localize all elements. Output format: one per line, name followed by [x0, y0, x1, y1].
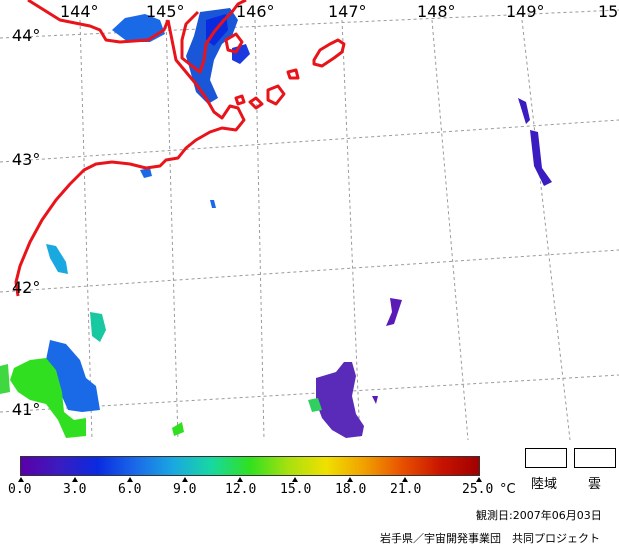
coastline-etorofu: [312, 38, 346, 68]
colorbar-tick-mark: [292, 477, 298, 482]
meridian-148: [431, 19, 469, 440]
coastline-kunashir: [224, 32, 244, 54]
sst-patches: [0, 8, 552, 438]
colorbar-tick-mark: [127, 477, 133, 482]
colorbar-tick-mark: [347, 477, 353, 482]
sst-patch-west-edge: [0, 364, 10, 394]
coastline-hokkaido-east: [14, 19, 246, 297]
meridian-145: [165, 19, 179, 440]
colorbar-tick-mark: [18, 477, 24, 482]
colorbar-tick-label: 18.0: [335, 482, 367, 497]
land-legend-swatch: [525, 448, 567, 468]
longitude-label-144: 144°: [60, 2, 99, 21]
sst-patch-mid-1: [386, 298, 402, 326]
longitude-label-148: 148°: [417, 2, 456, 21]
coastline-shiretoko: [180, 0, 247, 74]
cloud-legend-label: 雲: [588, 477, 602, 492]
temperature-unit: °C: [500, 482, 516, 497]
sst-patch-small-1: [140, 168, 152, 178]
meridian-146: [254, 19, 265, 440]
colorbar-tick-mark: [182, 477, 188, 482]
colorbar-tick-label: 25.0: [462, 482, 494, 497]
sst-patch-mid-2: [372, 396, 378, 404]
sst-patch-south-small: [172, 422, 184, 436]
coastline-island-2: [266, 84, 286, 106]
longitude-label-145: 145°: [146, 2, 185, 21]
colorbar-tick-label: 21.0: [390, 482, 422, 497]
colorbar-tick-mark: [237, 477, 243, 482]
sst-patch-south-green: [308, 398, 322, 412]
graticule: [0, 9, 619, 440]
latitude-label-42: 42°: [12, 278, 41, 297]
sst-patch-east-2: [530, 130, 552, 186]
colorbar-tick-label: 0.0: [8, 482, 32, 497]
colorbar-tick-mark: [72, 477, 78, 482]
parallel-41: [0, 374, 619, 413]
meridian-147: [341, 19, 361, 440]
sst-patch-erimo-warm: [10, 358, 86, 438]
land-legend-label: 陸域: [531, 477, 558, 492]
latitude-label-44: 44°: [12, 26, 41, 45]
sst-patch-west-2: [90, 312, 106, 342]
colorbar-tick-label: 12.0: [225, 482, 257, 497]
sst-patch-nemuro-bay: [112, 14, 165, 42]
parallel-42: [0, 249, 619, 293]
longitude-label-149: 149°: [506, 2, 545, 21]
coastline-island-4: [234, 94, 246, 106]
coastline-island-3: [286, 68, 300, 80]
sst-patch-south-cold: [316, 362, 364, 438]
latitude-label-43: 43°: [12, 150, 41, 169]
colorbar-tick-label: 9.0: [173, 482, 197, 497]
colorbar-tick-mark: [476, 477, 482, 482]
sea-surface-temperature-map: [0, 0, 619, 440]
sst-patch-kunashir: [232, 44, 250, 64]
longitude-label-146: 146°: [236, 2, 275, 21]
sst-patch-erimo-cold: [46, 340, 100, 412]
meridian-149: [521, 19, 571, 440]
parallel-43: [0, 119, 619, 163]
latitude-label-41: 41°: [12, 400, 41, 419]
meridian-144: [79, 19, 93, 440]
observation-date: 観測日:2007年06月03日: [476, 509, 602, 522]
colorbar-tick-label: 3.0: [63, 482, 87, 497]
cloud-legend-swatch: [574, 448, 616, 468]
colorbar-tick-label: 6.0: [118, 482, 142, 497]
sst-patch-small-2: [210, 200, 216, 208]
coastline-island-1: [248, 96, 264, 110]
sst-patch-west-1: [46, 244, 68, 274]
coastline-hokkaido-north: [27, 0, 170, 44]
longitude-label-150: 15: [598, 2, 619, 21]
temperature-colorbar: [20, 456, 480, 476]
colorbar-tick-mark: [402, 477, 408, 482]
longitude-label-147: 147°: [328, 2, 367, 21]
credit-text: 岩手県／宇宙開発事業団 共同プロジェクト: [380, 532, 600, 545]
colorbar-tick-label: 15.0: [280, 482, 312, 497]
coastline: [14, 0, 346, 297]
sst-patch-east-1: [518, 98, 530, 124]
